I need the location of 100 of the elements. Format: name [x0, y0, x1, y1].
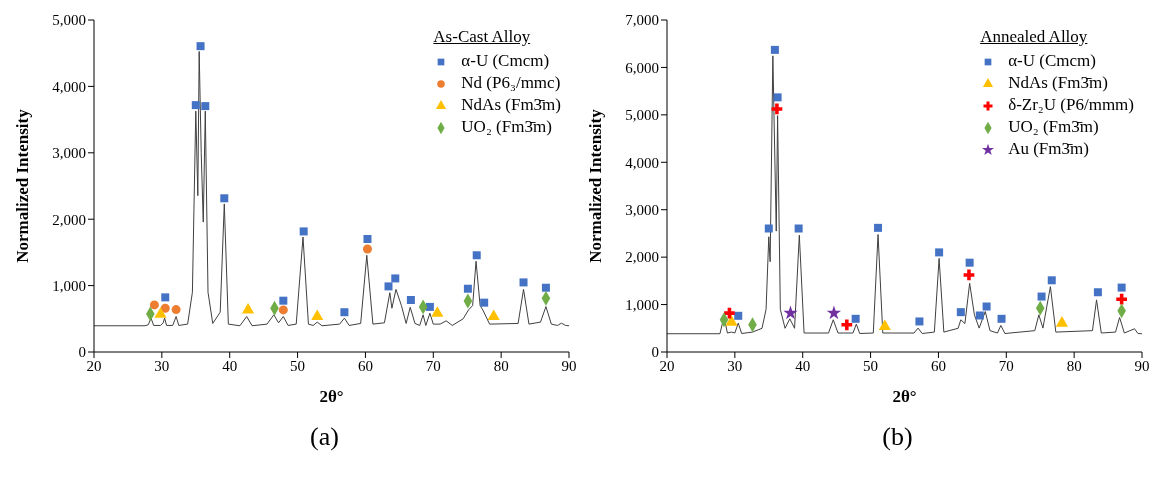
x-axis-title: 2θ° [319, 387, 344, 406]
point [463, 284, 472, 293]
x-tick-label: 30 [154, 357, 170, 374]
legend-label: α-U (Cmcm) [461, 50, 550, 72]
point [771, 103, 783, 115]
point [794, 224, 803, 233]
point [1037, 292, 1046, 301]
y-tick-label: 6,000 [625, 59, 659, 76]
x-axis-title: 2θ° [892, 387, 917, 406]
point [851, 314, 860, 323]
legend-title: As-Cast Alloy [433, 26, 532, 48]
point [384, 282, 393, 291]
point [431, 306, 444, 317]
legend-label: NdAs (Fm3̄m) [461, 94, 561, 116]
y-tick-label: 5,000 [52, 12, 86, 29]
point [425, 302, 434, 311]
point [299, 227, 308, 236]
point [149, 300, 159, 310]
point [362, 244, 372, 254]
point [363, 234, 372, 243]
y-tick-label: 3,000 [625, 202, 659, 219]
point [997, 314, 1006, 323]
x-tick-label: 70 [998, 357, 1014, 374]
point [154, 307, 167, 318]
point [311, 309, 324, 321]
point [1116, 293, 1128, 305]
point [160, 303, 170, 313]
point [826, 305, 842, 320]
point [734, 311, 743, 320]
point [725, 315, 738, 326]
x-tick-label: 90 [1134, 357, 1150, 374]
x-tick-label: 40 [795, 357, 811, 374]
y-tick-label: 7,000 [625, 12, 659, 29]
point [773, 93, 782, 102]
legend-label: UO₂ (Fm3̄m) [461, 116, 552, 138]
text: (b) [881, 422, 914, 452]
point [963, 269, 975, 281]
x-tick-label: 80 [1066, 357, 1082, 374]
point [519, 278, 528, 287]
point [541, 283, 550, 292]
point [982, 302, 991, 311]
point [975, 311, 984, 320]
point [1117, 283, 1126, 292]
x-tick-label: 60 [357, 357, 373, 374]
point [241, 302, 255, 314]
legend-label: UO₂ (Fm3̄m) [1008, 116, 1099, 138]
y-tick-label: 4,000 [625, 154, 659, 171]
point [724, 307, 735, 319]
point [391, 274, 400, 283]
y-tick-label: 0 [78, 344, 86, 361]
point [965, 258, 974, 267]
point [487, 309, 500, 321]
y-tick-label: 1,000 [625, 296, 659, 313]
y-tick-label: 2,000 [52, 211, 86, 228]
x-tick-label: 60 [930, 357, 946, 374]
y-tick-label: 1,000 [52, 277, 86, 294]
point [874, 223, 883, 232]
point [915, 317, 924, 326]
point [406, 296, 415, 305]
point [472, 251, 481, 260]
point [764, 224, 773, 233]
x-tick-label: 50 [290, 357, 306, 374]
y-tick-label: 0 [651, 344, 659, 361]
point [340, 308, 349, 317]
point [1093, 288, 1102, 297]
point [161, 293, 170, 302]
point [196, 42, 205, 51]
legend-label: δ-Zr₂U (P6/mmm) [1008, 94, 1134, 116]
point [1047, 276, 1056, 285]
y-tick-label: 5,000 [625, 107, 659, 124]
legend-label: NdAs (Fm3̄m) [1008, 72, 1108, 94]
legend-label: Au (Fm3̄m) [1008, 138, 1089, 160]
point [171, 305, 181, 315]
x-tick-label: 30 [727, 357, 743, 374]
y-tick-label: 3,000 [52, 145, 86, 162]
y-axis-title: Normalized Intensity [13, 108, 33, 263]
y-tick-label: 4,000 [52, 78, 86, 95]
y-tick-label: 2,000 [625, 249, 659, 266]
point [878, 319, 891, 330]
legend-label: α-U (Cmcm) [1008, 50, 1096, 72]
point [770, 45, 779, 54]
x-tick-label: 20 [86, 357, 102, 374]
point [220, 194, 229, 203]
x-tick-label: 20 [659, 357, 675, 374]
legend-label: Nd (P6₃/mmc) [461, 72, 561, 94]
y-axis-title: Normalized Intensity [586, 108, 606, 263]
point [956, 308, 965, 317]
x-tick-label: 50 [863, 357, 879, 374]
point [191, 101, 200, 110]
point [480, 298, 489, 307]
point [1055, 316, 1069, 327]
point [935, 248, 944, 257]
point [783, 305, 798, 320]
point [841, 319, 853, 331]
legend-title: Annealed Alloy [980, 26, 1089, 48]
point [279, 296, 288, 305]
x-tick-label: 80 [493, 357, 509, 374]
x-tick-label: 70 [425, 357, 441, 374]
point [278, 305, 288, 315]
x-tick-label: 90 [561, 357, 577, 374]
